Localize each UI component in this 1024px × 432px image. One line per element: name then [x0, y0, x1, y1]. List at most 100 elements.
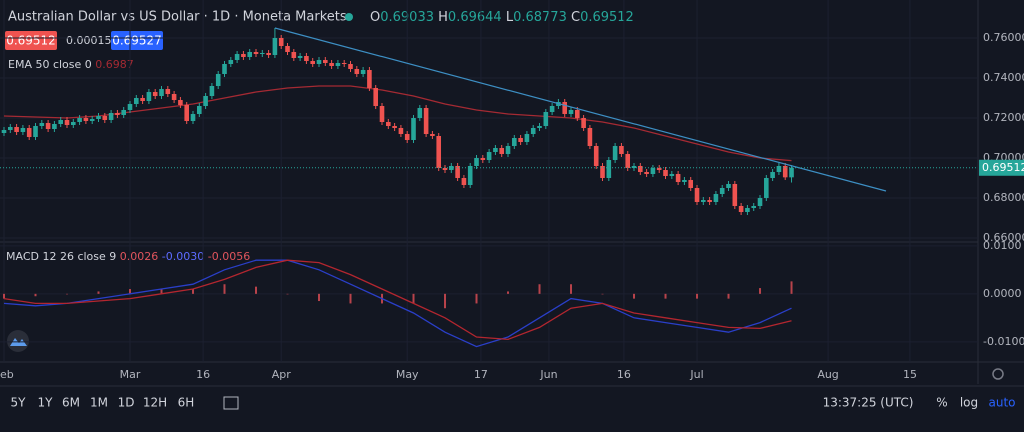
range-button[interactable]: 1Y: [38, 396, 54, 410]
range-button[interactable]: 6H: [178, 396, 195, 410]
candle-body: [241, 54, 246, 57]
settings-icon[interactable]: [992, 368, 1004, 380]
candle-body: [171, 94, 177, 100]
histogram-bar: [66, 293, 69, 295]
candle-body: [638, 166, 643, 172]
candle-body: [430, 134, 435, 136]
candle-body: [411, 118, 416, 140]
histogram-bar: [507, 291, 510, 294]
candle-body: [121, 110, 127, 115]
candle-body: [197, 106, 202, 114]
candle-body: [190, 114, 196, 121]
candle-body: [215, 74, 221, 86]
candle-body: [33, 126, 38, 137]
histogram-bar: [570, 284, 573, 294]
candle-body: [360, 70, 366, 74]
candle-body: [751, 206, 757, 208]
range-button[interactable]: 1M: [90, 396, 108, 410]
candle-body: [209, 86, 215, 96]
ohlc-legend: O0.69033 H0.69644 L0.68773 C0.69512: [370, 10, 634, 25]
histogram-bar: [444, 293, 447, 309]
ohlc-key: O: [370, 10, 380, 25]
bid-button[interactable]: [5, 31, 57, 50]
candle-body: [543, 112, 549, 126]
status-dot: [345, 13, 353, 21]
date-range-icon[interactable]: [223, 396, 239, 410]
candle-body: [77, 118, 82, 122]
scale-option[interactable]: log: [960, 396, 978, 410]
candle-body: [505, 146, 511, 154]
candle-body: [159, 89, 164, 96]
candle-body: [45, 123, 51, 129]
scale-option[interactable]: auto: [988, 396, 1015, 410]
histogram-bar: [664, 293, 667, 299]
candle-body: [134, 98, 139, 104]
candle-body: [757, 198, 763, 206]
candle-body: [713, 194, 719, 202]
candle-body: [335, 63, 341, 66]
candle-body: [373, 88, 379, 106]
y2-tick-label: 0.0000: [983, 287, 1022, 300]
candle-body: [108, 113, 114, 120]
candle-body: [392, 126, 397, 128]
candle-body: [776, 166, 782, 172]
macd-line: [3, 259, 792, 348]
candle-body: [524, 134, 530, 142]
candle-body: [89, 119, 95, 121]
candle-body: [386, 122, 391, 126]
histogram-bar: [475, 293, 478, 304]
candle-body: [606, 160, 612, 178]
candle-body: [694, 188, 700, 202]
ask-price[interactable]: 0.69527: [112, 34, 162, 48]
signal-line: [3, 259, 792, 341]
range-button[interactable]: 5Y: [11, 396, 27, 410]
range-button[interactable]: 6M: [62, 396, 80, 410]
candle-body: [83, 118, 89, 121]
histogram-bar: [34, 293, 37, 297]
candle-body: [184, 105, 190, 121]
logo[interactable]: [7, 330, 29, 352]
bid-price[interactable]: 0.69512: [6, 34, 56, 48]
ohlc-value: 0.69512: [580, 10, 634, 25]
histogram-bar: [759, 288, 762, 294]
candle-body: [253, 52, 259, 54]
candle-body: [701, 200, 706, 202]
chart-title: Australian Dollar vs US Dollar · 1D · Mo…: [8, 10, 347, 25]
histogram-bar: [601, 293, 604, 295]
range-button[interactable]: 1D: [118, 396, 135, 410]
scale-option[interactable]: %: [936, 396, 947, 410]
x-tick-label: 16: [617, 368, 631, 381]
candle-body: [247, 52, 253, 57]
candle-body: [404, 134, 410, 140]
x-tick-label: May: [396, 368, 419, 381]
candle-body: [600, 166, 605, 178]
ema-line: [3, 85, 792, 162]
histogram-bar: [223, 284, 226, 294]
candle-body: [260, 53, 265, 54]
histogram-bar: [192, 289, 195, 294]
candle-body: [222, 64, 227, 74]
histogram-bar: [696, 293, 699, 299]
candle-body: [442, 168, 448, 170]
candle-body: [581, 118, 586, 128]
candle-body: [650, 168, 656, 174]
candle-body: [102, 116, 108, 120]
x-tick-label: 15: [903, 368, 917, 381]
candle-body: [266, 53, 271, 55]
x-tick-label: Aug: [817, 368, 838, 381]
histogram-bar: [727, 293, 730, 299]
candle-body: [587, 128, 593, 146]
candle-body: [738, 206, 744, 212]
candle-body: [436, 136, 442, 168]
candle-body: [537, 126, 542, 128]
range-button[interactable]: 12H: [143, 396, 167, 410]
ask-button[interactable]: [111, 31, 163, 50]
candle-body: [310, 61, 316, 64]
candle-body: [480, 158, 486, 160]
candle-body: [272, 38, 278, 55]
candle-body: [449, 166, 454, 170]
y-tick-label: 0.76000: [983, 31, 1024, 44]
macd-legend: MACD 12 26 close 9 0.0026 -0.0030 -0.005…: [6, 250, 250, 263]
candle-body: [562, 102, 568, 114]
